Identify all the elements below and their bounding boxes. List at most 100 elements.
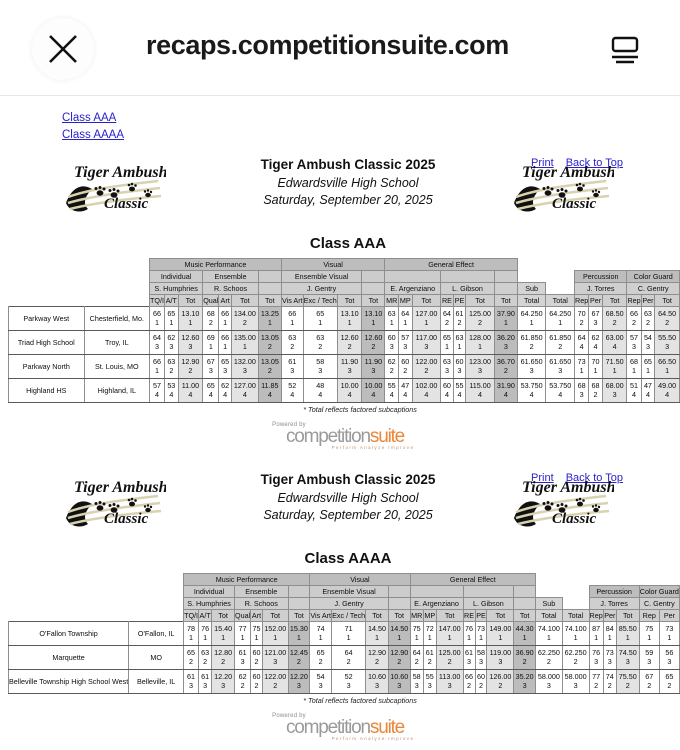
score-value: 67 — [591, 309, 600, 319]
score-rank: 4 — [318, 389, 323, 399]
score-value: 76 — [201, 624, 210, 634]
score-rank: 1 — [208, 341, 213, 351]
header-l-gibson: L. Gibson — [440, 282, 495, 296]
nav-link-class-aaa[interactable]: Class AAA — [62, 112, 117, 124]
score-cell: 57 4 — [149, 378, 165, 404]
print-link[interactable]: Print — [531, 472, 554, 485]
header-blank — [128, 597, 184, 610]
score-value: 65 — [187, 648, 196, 658]
score-cell: 63 2 — [280, 330, 304, 356]
score-value: 47 — [643, 381, 652, 391]
score-value: 61 — [465, 648, 474, 658]
score-rank: 4 — [558, 389, 563, 399]
powered-by-label: Powered by — [272, 713, 306, 720]
header-re: RE — [440, 294, 454, 308]
score-cell: 64.250 1 — [545, 306, 576, 332]
back-to-top-link[interactable]: Back to Top — [565, 472, 623, 485]
score-value: 53.750 — [520, 381, 543, 391]
header-a-t: A/T — [198, 609, 213, 623]
score-cell: 14.50 1 — [387, 621, 411, 647]
score-cell: 63 2 — [164, 354, 179, 380]
score-cell: 61.650 3 — [545, 354, 576, 380]
score-value: 54 — [643, 333, 652, 343]
score-rank: 1 — [189, 632, 194, 642]
score-rank: 2 — [558, 341, 563, 351]
header-blank — [545, 270, 575, 283]
header-blank — [361, 270, 386, 284]
reader-view-button[interactable] — [608, 36, 642, 66]
header-blank — [84, 282, 150, 295]
score-rank: 3 — [296, 680, 301, 690]
header-row-subcaptions: Individual Ensemble Ensemble Visual Percuss… — [8, 585, 680, 599]
nav-link-class-aaaa[interactable]: Class AAAA — [62, 128, 124, 141]
header-music-performance: Music Performance — [149, 258, 282, 272]
header-re: RE — [462, 609, 476, 623]
score-rank: 2 — [479, 680, 484, 690]
score-value: 149.00 — [489, 624, 512, 634]
header-tot: Tot — [513, 609, 536, 623]
score-cell: 61 3 — [233, 645, 252, 671]
header-individual: Individual — [149, 270, 204, 284]
score-cell: 56 3 — [658, 645, 680, 671]
score-cell: 37.90 1 — [493, 306, 518, 332]
table-wrapper: Music Performance Visual General Effect Ind… — [0, 258, 680, 404]
score-rank: 3 — [221, 680, 226, 690]
score-value: 64 — [153, 333, 161, 343]
header-per: Per — [588, 294, 603, 308]
header-sub: Sub — [534, 597, 563, 611]
header-blank — [513, 597, 536, 611]
header-general-effect: General Effect — [384, 258, 518, 272]
score-rank: 3 — [498, 656, 503, 666]
score-rank: 1 — [169, 317, 174, 327]
score-rank: 3 — [318, 365, 323, 375]
score-rank: 3 — [607, 656, 612, 666]
score-cell: 61 2 — [422, 645, 437, 671]
score-rank: 2 — [203, 656, 208, 666]
score-value: 65 — [643, 357, 652, 367]
print-link[interactable]: Print — [531, 157, 554, 170]
ensemble-name: Belleville Township High School West — [7, 669, 130, 695]
score-cell: 60 2 — [398, 354, 413, 380]
header-rep: Rep — [638, 609, 660, 623]
score-value: 123.00 — [469, 357, 492, 367]
score-cell: 52 4 — [280, 378, 304, 404]
back-to-top-link[interactable]: Back to Top — [565, 157, 623, 170]
recap-table-body: O'Fallon Township O'Fallon, IL 78 1 76 1 15.40… — [7, 621, 680, 695]
score-cell: 76 3 — [588, 645, 604, 671]
score-rank: 3 — [573, 680, 578, 690]
powered-by-competitionsuite: Powered by competitionsuite Perform Anal… — [0, 713, 680, 741]
score-rank: 3 — [427, 680, 432, 690]
recap-table: Music Performance Visual General Effect Ind… — [7, 573, 680, 695]
score-rank: 3 — [403, 341, 408, 351]
score-cell: 65 1 — [640, 354, 656, 380]
score-rank: 4 — [188, 389, 193, 399]
score-cell: 71.50 1 — [601, 354, 628, 380]
header-row-columns: TQ/I A/T Tot Qual Art Tot Tot Vis Art Exc / Tech… — [8, 294, 680, 308]
score-value: 75.50 — [618, 672, 637, 682]
score-rank: 2 — [169, 365, 174, 375]
ensemble-location: St. Louis, MO — [83, 354, 151, 380]
score-cell: 10.00 4 — [361, 378, 386, 404]
score-rank: 2 — [221, 656, 226, 666]
score-value: 60 — [252, 648, 261, 658]
score-value: 84 — [605, 624, 614, 634]
score-cell: 13.10 1 — [177, 306, 204, 332]
header-color-guard: Color Guard — [638, 585, 680, 599]
score-value: 67 — [645, 672, 654, 682]
score-value: 15.40 — [214, 624, 233, 634]
close-button[interactable] — [32, 18, 94, 80]
header-tot: Tot — [435, 609, 464, 623]
score-cell: 66 1 — [218, 330, 232, 356]
report-header: Tiger Ambush Classic Tiger Ambush Classi… — [0, 472, 680, 546]
score-rank: 2 — [296, 656, 301, 666]
score-value: 56 — [665, 648, 674, 658]
score-value: 75 — [412, 624, 421, 634]
score-rank: 1 — [290, 317, 295, 327]
score-value: 70 — [591, 357, 600, 367]
header-blank — [493, 282, 518, 296]
score-value: 13.05 — [260, 333, 279, 343]
score-cell: 117.00 3 — [411, 330, 442, 356]
score-rank: 3 — [346, 680, 351, 690]
score-rank: 2 — [645, 317, 650, 327]
score-value: 66 — [288, 309, 297, 319]
